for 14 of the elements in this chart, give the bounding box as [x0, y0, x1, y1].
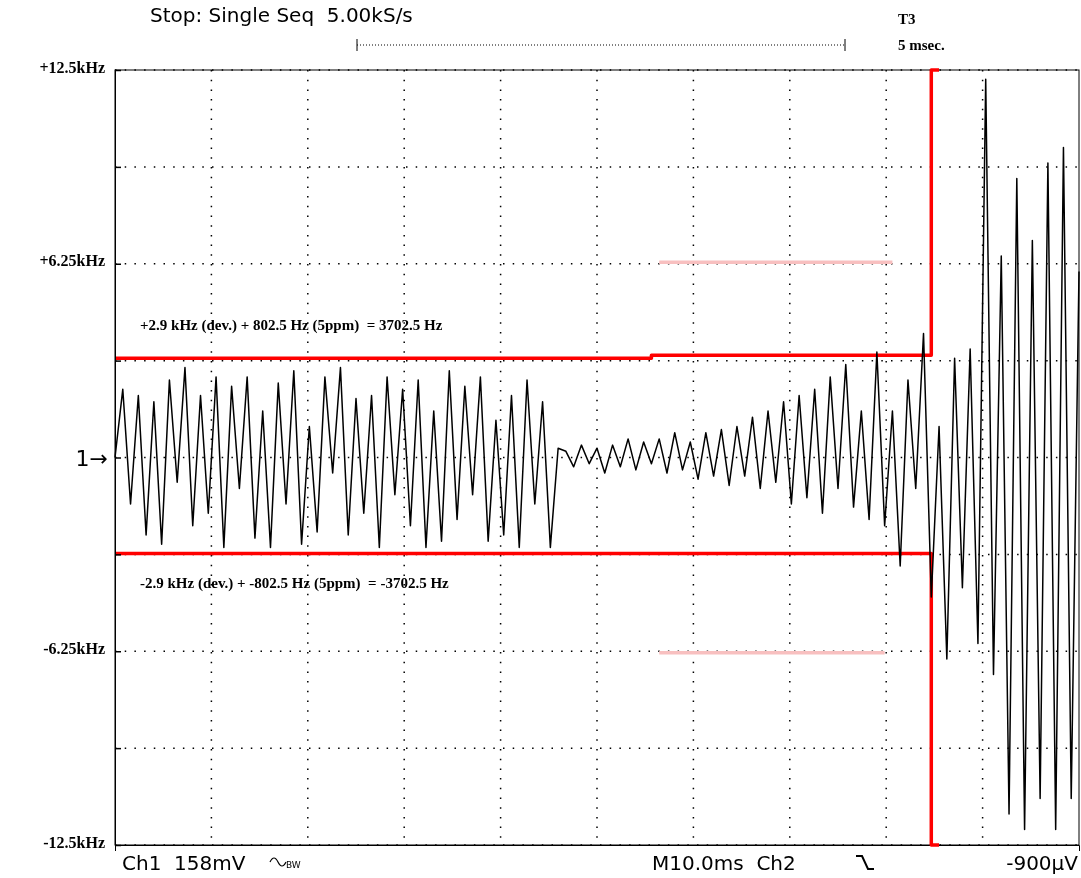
- text: Stop: Single Seq 5.00kS/s: [150, 3, 413, 27]
- text: -900µV: [1006, 851, 1079, 875]
- text: M10.0ms Ch2: [652, 851, 796, 875]
- text: Ch1 158mV: [122, 851, 246, 875]
- y-tick-label: +6.25kHz: [39, 252, 105, 270]
- y-tick-label: -12.5kHz: [43, 833, 105, 851]
- y-tick-label: +12.5kHz: [39, 58, 105, 76]
- annotation: -2.9 kHz (dev.) + -802.5 Hz (5ppm) = -3702.5 Hz: [140, 575, 450, 592]
- y-tick-label: -6.25kHz: [43, 639, 105, 657]
- text: T3: [898, 11, 916, 27]
- text: 5 msec.: [898, 37, 945, 53]
- annotation: +2.9 kHz (dev.) + 802.5 Hz (5ppm) = 3702.5 Hz: [140, 317, 443, 334]
- text: BW: [286, 860, 301, 870]
- text: 1→: [75, 445, 108, 471]
